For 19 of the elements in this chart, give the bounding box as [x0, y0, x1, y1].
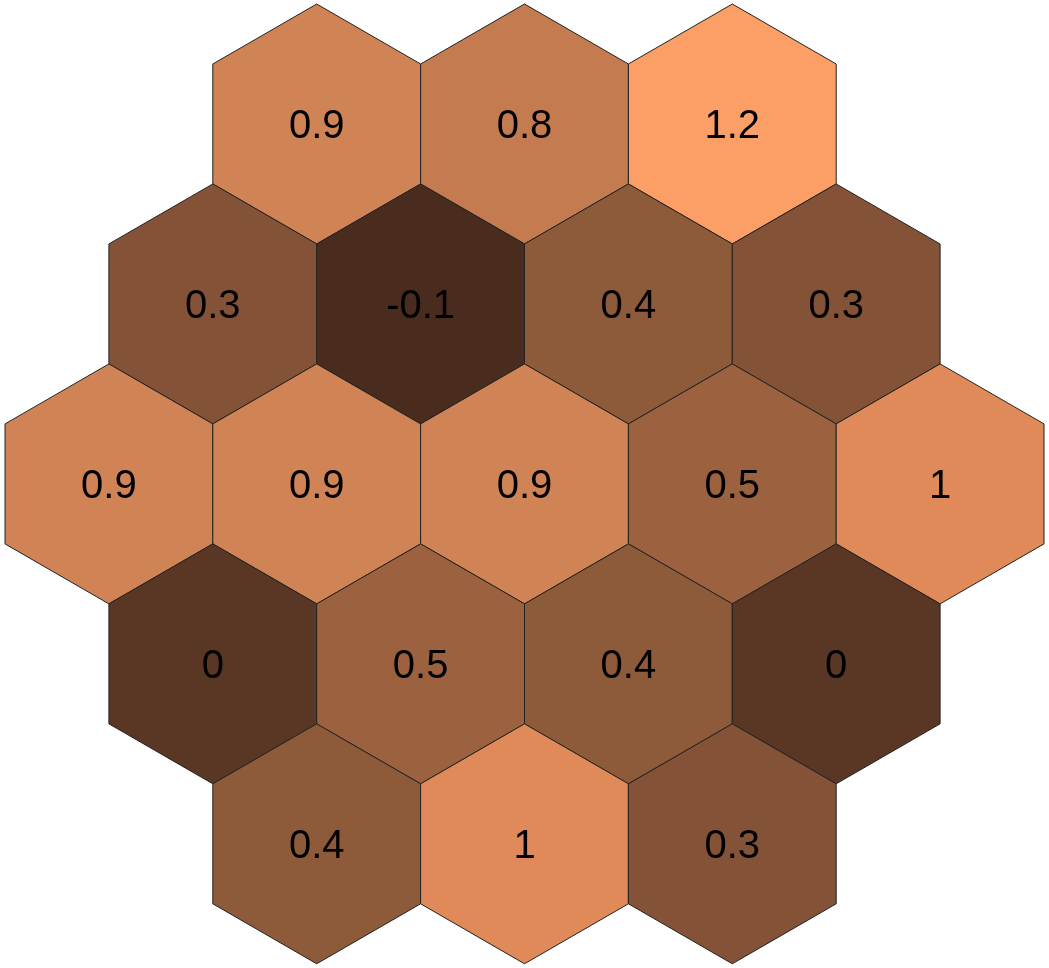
data-label: 1 — [928, 461, 952, 506]
data-label: 0.9 — [288, 101, 345, 146]
data-label: 0.4 — [600, 641, 657, 686]
data-label: 0.9 — [288, 461, 345, 506]
data-label: 0.3 — [185, 281, 241, 326]
data-label: 0.8 — [496, 101, 553, 146]
data-label: 0.9 — [81, 461, 137, 506]
data-label: 0.5 — [704, 461, 761, 506]
data-label: 0.3 — [808, 281, 864, 326]
data-label: 0.4 — [600, 281, 657, 326]
data-label: 0.9 — [496, 461, 553, 506]
data-label: 0.5 — [392, 641, 449, 686]
data-label: 0.4 — [288, 821, 345, 866]
data-label: 0 — [825, 641, 848, 686]
data-label: 1 — [513, 821, 536, 866]
data-label: 1.2 — [704, 101, 761, 146]
data-label: -0.1 — [386, 281, 456, 326]
data-label: 0 — [201, 641, 224, 686]
data-label: 0.3 — [704, 821, 761, 866]
